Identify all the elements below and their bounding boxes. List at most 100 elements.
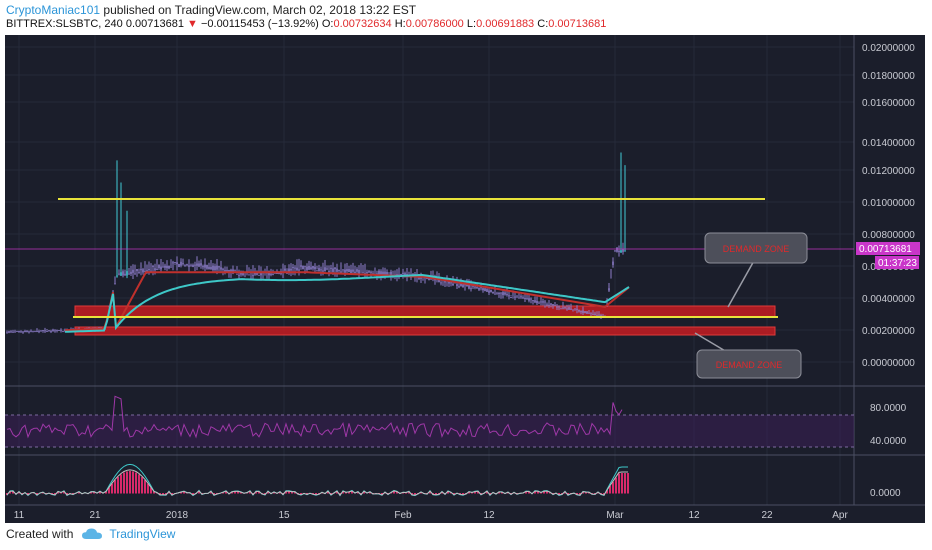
macd-bar [615,477,617,494]
candle-body [330,267,332,269]
candle-body [24,330,26,333]
tradingview-brand-link[interactable]: TradingView [109,527,176,541]
candle-body [570,308,572,310]
candle-body [168,265,170,269]
macd-bar [18,491,20,494]
candle-body [550,303,552,305]
candle-body [582,310,584,314]
candle-body [538,302,540,304]
candle-body [14,331,16,333]
macd-bar [147,483,149,494]
macd-bar [537,491,539,494]
candle-body [574,308,576,310]
candle-body [228,269,230,272]
macd-bar [579,493,581,496]
candle-body [548,304,550,306]
macd-bar [357,491,359,494]
candle-body [200,263,202,266]
candle-body [54,330,56,332]
candle-body [252,275,254,277]
candle-body [562,307,564,309]
candle-body [354,271,356,274]
price-chart[interactable]: DEMAND ZONE DEMAND ZONE 0.02000000 0.018… [5,35,925,523]
candle-body [10,331,12,333]
macd-bar [342,491,344,494]
candle-body [460,282,462,287]
author-link[interactable]: CryptoManiac101 [6,3,101,17]
candle-body [368,271,370,273]
macd-bar [78,491,80,494]
macd-bar [192,493,194,496]
candle-body [560,308,562,310]
last-price: 0.00713681 [125,18,184,30]
candle-body [188,265,190,267]
candle-body [52,329,54,332]
time-axis: 11 21 2018 15 Feb 12 Mar 12 22 Apr [14,510,849,521]
candle-body [466,284,468,287]
candle-body [554,305,556,307]
candle-body [512,297,514,299]
macd-bar [597,492,599,494]
macd-bar [240,492,242,494]
candle-body [482,288,484,291]
candle-body [378,270,380,275]
macd-bar [42,492,44,494]
candle-body [114,283,116,285]
candle-body [138,272,140,274]
candle-body [162,266,164,268]
close-value: 0.00713681 [548,18,607,30]
candle-body [356,269,358,272]
candle-body [592,314,594,316]
candle-body [12,331,14,333]
candle-body [56,329,58,331]
price-tick: 0.02000000 [862,43,915,54]
candle-body [202,266,204,268]
macd-bar [12,491,14,494]
macd-bar [447,491,449,494]
candle-body [214,266,216,271]
callout-lower[interactable]: DEMAND ZONE [694,332,802,379]
candle-body [216,265,218,270]
macd-bar [369,491,371,494]
candle-body [440,282,442,284]
candle-body [296,267,298,271]
candle-body [16,330,18,332]
macd-bar [549,492,551,494]
ohlc-line: BITTREX:SLSBTC, 240 0.00713681 ▼ −0.0011… [6,18,606,30]
candle-body [260,272,262,276]
macd-bar [582,491,584,494]
candle-body [182,263,184,265]
macd-bar [351,491,353,494]
candle-body [218,266,220,268]
candle-body [474,286,476,288]
macd-bar [627,473,629,494]
candle-body [248,274,250,276]
candle-body [536,300,538,304]
macd-bar [402,492,404,494]
macd-bar [414,493,416,496]
price-tick: 0.01000000 [862,198,915,209]
macd-bar [336,491,338,494]
macd-bar [123,472,125,494]
price-tick: 0.00800000 [862,230,915,241]
open-label: O: [321,18,334,30]
macd-bar [168,491,170,494]
demand-zone-lower [74,326,776,336]
macd-bar [162,493,164,496]
macd-bar [327,491,329,494]
candle-body [130,271,132,274]
macd-bar [129,471,131,494]
candle-body [230,269,232,273]
macd-bar [99,491,101,494]
macd-bar [120,474,122,494]
candle-body [236,273,238,275]
candle-body [346,269,348,272]
candle-body [344,269,346,273]
candle-body [292,267,294,269]
callout-upper[interactable]: DEMAND ZONE [704,232,808,308]
time-tick: 15 [278,510,290,521]
macd-bar [300,493,302,496]
macd-bar [507,492,509,494]
candle-body [478,287,480,290]
candle-body [134,273,136,275]
